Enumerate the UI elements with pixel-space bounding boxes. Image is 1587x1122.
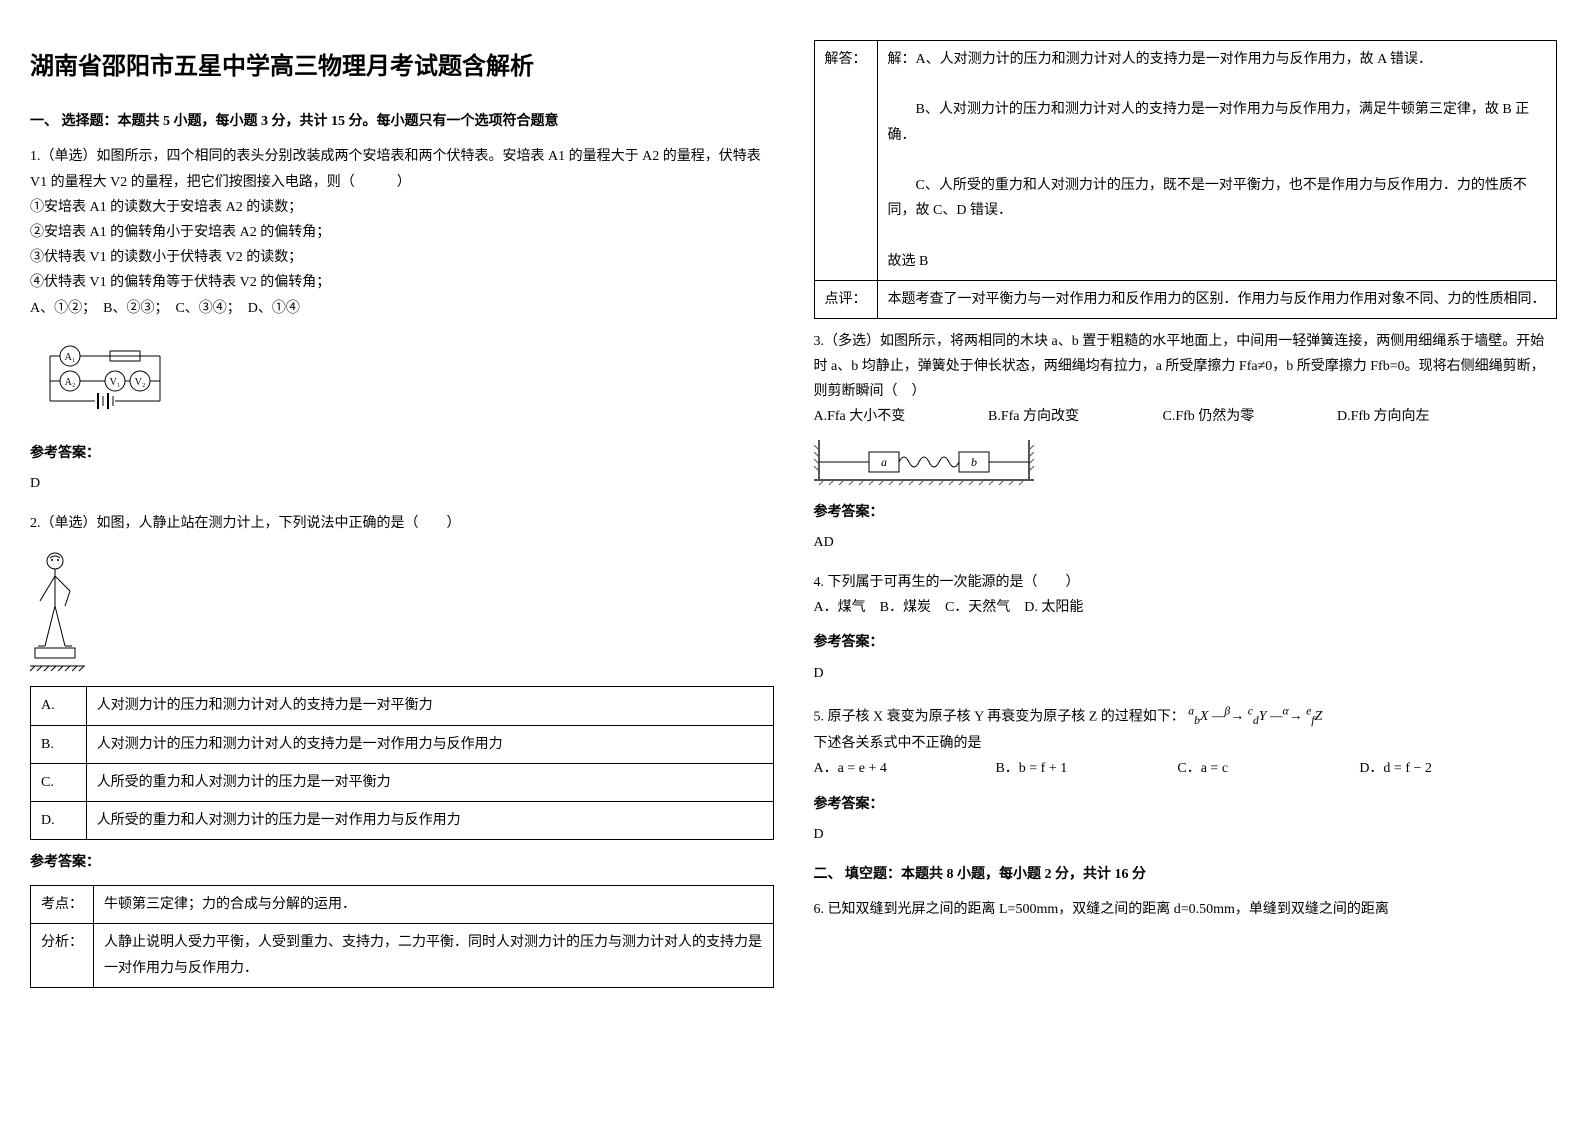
svg-text:A₂: A₂ xyxy=(65,377,76,388)
q4-answer: D xyxy=(814,661,1558,686)
q1-answer: D xyxy=(30,471,774,496)
fenxi-h: 分析： xyxy=(31,924,94,987)
q2-optA-label: A. xyxy=(31,687,87,725)
q3-stem: 3.（多选）如图所示，将两相同的木块 a、b 置于粗糙的水平地面上，中间用一轻弹… xyxy=(814,329,1558,405)
q3-optC: C.Ffb 仍然为零 xyxy=(1163,404,1334,429)
q2-optB-text: 人对测力计的压力和测力计对人的支持力是一对作用力与反作用力 xyxy=(86,725,773,763)
q5-stem-pre: 5. 原子核 X 衰变为原子核 Y 再衰变为原子核 Z 的过程如下： xyxy=(814,709,1185,724)
kaodian-h: 考点： xyxy=(31,886,94,924)
svg-text:a: a xyxy=(881,455,887,469)
jieda: 解：A、人对测力计的压力和测力计对人的支持力是一对作用力与反作用力，故 A 错误… xyxy=(877,41,1557,281)
q2-options-table: A. 人对测力计的压力和测力计对人的支持力是一对平衡力 B. 人对测力计的压力和… xyxy=(30,686,774,840)
q5-optC: C．a = c xyxy=(1177,756,1355,781)
dianping-h: 点评： xyxy=(814,280,877,318)
q3-options: A.Ffa 大小不变 B.Ffa 方向改变 C.Ffb 仍然为零 D.Ffb 方… xyxy=(814,404,1558,429)
kaodian: 牛顿第三定律；力的合成与分解的运用． xyxy=(94,886,774,924)
jieda-h: 解答： xyxy=(814,41,877,281)
question-1: 1.（单选）如图所示，四个相同的表头分别改装成两个安培表和两个伏特表。安培表 A… xyxy=(30,144,774,496)
q3-answer: AD xyxy=(814,530,1558,555)
jieda-b: B、人对测力计的压力和测力计对人的支持力是一对作用力与反作用力，满足牛顿第三定律… xyxy=(888,97,1547,147)
circuit-diagram: A₁ A₂ V₁ V₂ xyxy=(30,331,774,431)
q1-choices: A、①②； B、②③； C、③④； D、①④ xyxy=(30,296,774,321)
spring-diagram: a b xyxy=(814,440,1558,490)
section1-heading: 一、 选择题：本题共 5 小题，每小题 3 分，共计 15 分。每小题只有一个选… xyxy=(30,109,774,134)
q3-optA: A.Ffa 大小不变 xyxy=(814,404,985,429)
page-container: 湖南省邵阳市五星中学高三物理月考试题含解析 一、 选择题：本题共 5 小题，每小… xyxy=(30,30,1557,1003)
question-3: 3.（多选）如图所示，将两相同的木块 a、b 置于粗糙的水平地面上，中间用一轻弹… xyxy=(814,329,1558,555)
q5-answer-label: 参考答案： xyxy=(814,792,1558,817)
q1-opt2: ②安培表 A1 的偏转角小于安培表 A2 的偏转角； xyxy=(30,220,774,245)
q1-opt4: ④伏特表 V1 的偏转角等于伏特表 V2 的偏转角； xyxy=(30,270,774,295)
q1-opt1: ①安培表 A1 的读数大于安培表 A2 的读数； xyxy=(30,195,774,220)
q3-optB: B.Ffa 方向改变 xyxy=(988,404,1159,429)
q5-optA: A．a = e + 4 xyxy=(814,756,992,781)
svg-text:V₁: V₁ xyxy=(110,377,121,388)
decay-formula: abX —β→ cdY —α→ efZ xyxy=(1188,709,1322,724)
q4-choices: A．煤气 B．煤炭 C．天然气 D. 太阳能 xyxy=(814,595,1558,620)
q2-optD-text: 人所受的重力和人对测力计的压力是一对作用力与反作用力 xyxy=(86,801,773,839)
page-title: 湖南省邵阳市五星中学高三物理月考试题含解析 xyxy=(30,46,774,89)
q5-optD: D．d = f − 2 xyxy=(1359,756,1537,781)
q1-opt3: ③伏特表 V1 的读数小于伏特表 V2 的读数； xyxy=(30,245,774,270)
q3-optD: D.Ffb 方向向左 xyxy=(1337,404,1508,429)
question-5: 5. 原子核 X 衰变为原子核 Y 再衰变为原子核 Z 的过程如下： abX —… xyxy=(814,701,1558,847)
q1-stem: 1.（单选）如图所示，四个相同的表头分别改装成两个安培表和两个伏特表。安培表 A… xyxy=(30,144,774,194)
right-column: 解答： 解：A、人对测力计的压力和测力计对人的支持力是一对作用力与反作用力，故 … xyxy=(814,30,1558,1003)
q5-stem: 5. 原子核 X 衰变为原子核 Y 再衰变为原子核 Z 的过程如下： abX —… xyxy=(814,701,1558,731)
table-row: 解答： 解：A、人对测力计的压力和测力计对人的支持力是一对作用力与反作用力，故 … xyxy=(814,41,1557,281)
table-row: 考点： 牛顿第三定律；力的合成与分解的运用． xyxy=(31,886,774,924)
table-row: D. 人所受的重力和人对测力计的压力是一对作用力与反作用力 xyxy=(31,801,774,839)
q2-optA-text: 人对测力计的压力和测力计对人的支持力是一对平衡力 xyxy=(86,687,773,725)
q2-optB-label: B. xyxy=(31,725,87,763)
jieda-c: C、人所受的重力和人对测力计的压力，既不是一对平衡力，也不是作用力与反作用力．力… xyxy=(888,173,1547,223)
table-row: B. 人对测力计的压力和测力计对人的支持力是一对作用力与反作用力 xyxy=(31,725,774,763)
q2-optC-label: C. xyxy=(31,763,87,801)
question-4: 4. 下列属于可再生的一次能源的是（ ） A．煤气 B．煤炭 C．天然气 D. … xyxy=(814,570,1558,686)
q2-analysis-table-2: 解答： 解：A、人对测力计的压力和测力计对人的支持力是一对作用力与反作用力，故 … xyxy=(814,40,1558,319)
q5-stem2: 下述各关系式中不正确的是 xyxy=(814,731,1558,756)
svg-text:V₂: V₂ xyxy=(135,377,146,388)
q4-stem: 4. 下列属于可再生的一次能源的是（ ） xyxy=(814,570,1558,595)
section2-heading: 二、 填空题：本题共 8 小题，每小题 2 分，共计 16 分 xyxy=(814,862,1558,887)
svg-text:b: b xyxy=(971,455,977,469)
table-row: A. 人对测力计的压力和测力计对人的支持力是一对平衡力 xyxy=(31,687,774,725)
jieda-a: 解：A、人对测力计的压力和测力计对人的支持力是一对作用力与反作用力，故 A 错误… xyxy=(888,47,1547,72)
q2-optD-label: D. xyxy=(31,801,87,839)
scale-figure xyxy=(30,546,774,676)
jieda-d: 故选 B xyxy=(888,249,1547,274)
q2-answer-label: 参考答案： xyxy=(30,850,774,875)
q5-options: A．a = e + 4 B．b = f + 1 C．a = c D．d = f … xyxy=(814,756,1558,781)
dianping: 本题考查了一对平衡力与一对作用力和反作用力的区别．作用力与反作用力作用对象不同、… xyxy=(877,280,1557,318)
table-row: C. 人所受的重力和人对测力计的压力是一对平衡力 xyxy=(31,763,774,801)
table-row: 点评： 本题考查了一对平衡力与一对作用力和反作用力的区别．作用力与反作用力作用对… xyxy=(814,280,1557,318)
q4-answer-label: 参考答案： xyxy=(814,630,1558,655)
q1-answer-label: 参考答案： xyxy=(30,441,774,466)
table-row: 分析： 人静止说明人受力平衡，人受到重力、支持力，二力平衡．同时人对测力计的压力… xyxy=(31,924,774,987)
q2-analysis-table: 考点： 牛顿第三定律；力的合成与分解的运用． 分析： 人静止说明人受力平衡，人受… xyxy=(30,885,774,988)
q5-optB: B．b = f + 1 xyxy=(995,756,1173,781)
q2-optC-text: 人所受的重力和人对测力计的压力是一对平衡力 xyxy=(86,763,773,801)
q5-answer: D xyxy=(814,822,1558,847)
svg-text:A₁: A₁ xyxy=(65,352,76,363)
q2-stem: 2.（单选）如图，人静止站在测力计上，下列说法中正确的是（ ） xyxy=(30,511,774,536)
question-2: 2.（单选）如图，人静止站在测力计上，下列说法中正确的是（ ） xyxy=(30,511,774,988)
question-6: 6. 已知双缝到光屏之间的距离 L=500mm，双缝之间的距离 d=0.50mm… xyxy=(814,897,1558,922)
fenxi: 人静止说明人受力平衡，人受到重力、支持力，二力平衡．同时人对测力计的压力与测力计… xyxy=(94,924,774,987)
q6-stem: 6. 已知双缝到光屏之间的距离 L=500mm，双缝之间的距离 d=0.50mm… xyxy=(814,897,1558,922)
q3-answer-label: 参考答案： xyxy=(814,500,1558,525)
left-column: 湖南省邵阳市五星中学高三物理月考试题含解析 一、 选择题：本题共 5 小题，每小… xyxy=(30,30,774,1003)
